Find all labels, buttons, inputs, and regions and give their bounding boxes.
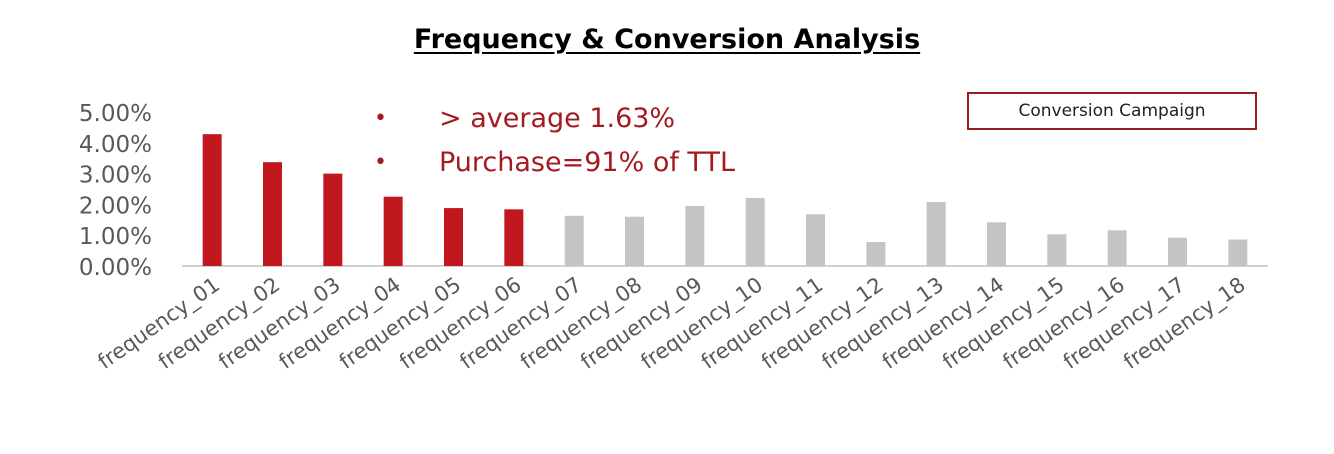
annotation-list: • > average 1.63% • Purchase=91% of TTL	[372, 96, 735, 184]
bar	[263, 162, 282, 266]
legend-box: Conversion Campaign	[967, 92, 1257, 130]
bar	[202, 134, 222, 266]
y-tick-label: 4.00%	[79, 132, 152, 158]
bar	[444, 208, 463, 266]
annotation-item: • Purchase=91% of TTL	[372, 140, 735, 184]
annotation-text: Purchase=91% of TTL	[439, 146, 735, 178]
bar	[1107, 230, 1127, 266]
bar	[745, 197, 765, 266]
y-tick-label: 1.00%	[79, 224, 152, 250]
bar	[564, 215, 584, 266]
y-tick-label: 0.00%	[79, 255, 152, 281]
bar	[1228, 239, 1248, 266]
bullet-icon: •	[374, 105, 387, 131]
bar	[926, 201, 946, 266]
bullet-icon: •	[374, 149, 387, 175]
bar	[323, 173, 343, 266]
legend-label: Conversion Campaign	[1018, 101, 1206, 121]
bar	[625, 216, 644, 266]
bar	[383, 196, 403, 266]
bar	[866, 241, 886, 266]
bar	[987, 222, 1006, 266]
annotation-item: • > average 1.63%	[372, 96, 735, 140]
annotation-text: > average 1.63%	[439, 102, 676, 134]
y-tick-label: 5.00%	[79, 101, 152, 127]
bar	[685, 205, 705, 266]
bar	[1047, 234, 1067, 266]
bar	[806, 214, 825, 266]
y-tick-label: 3.00%	[79, 163, 152, 189]
bar	[1168, 237, 1187, 266]
y-tick-label: 2.00%	[79, 193, 152, 219]
chart-title: Frequency & Conversion Analysis	[413, 24, 921, 55]
bar	[504, 209, 524, 266]
